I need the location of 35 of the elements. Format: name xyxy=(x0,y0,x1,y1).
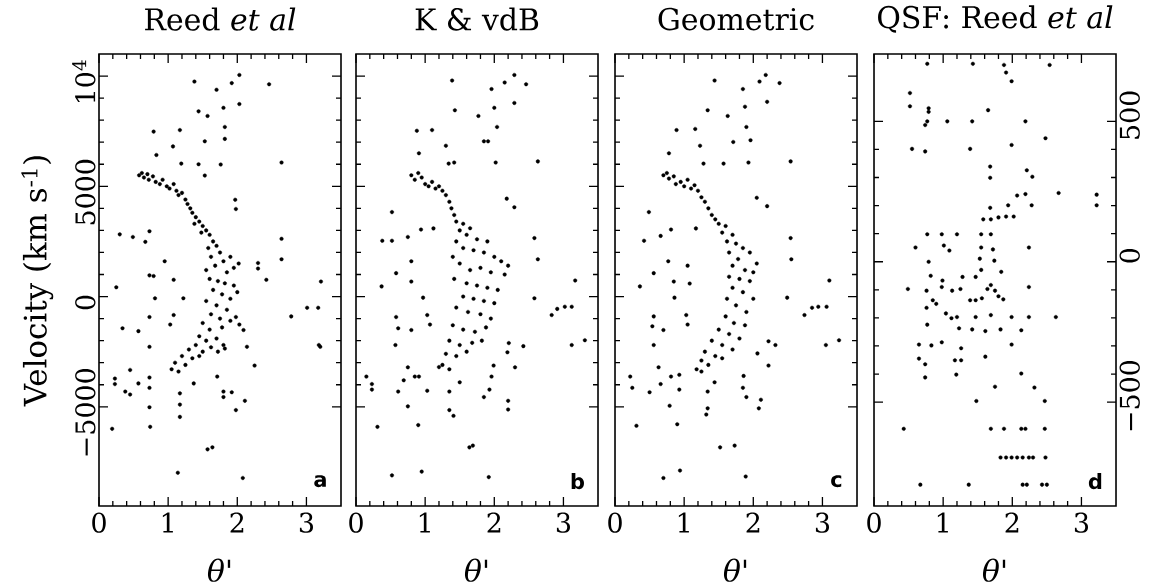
x-tick-label: 1 xyxy=(678,512,689,533)
y2-tick-label: −500 xyxy=(1119,360,1140,431)
x-tick-label: 3 xyxy=(556,512,570,533)
x-tick-label: 2 xyxy=(1005,512,1019,533)
x-tick-label: 2 xyxy=(230,512,244,533)
y2-tick-label: 0 xyxy=(1119,248,1140,263)
x-tick-label: 2 xyxy=(746,512,760,533)
x-tick-label: 1 xyxy=(162,512,173,533)
y-tick-label: 5000 xyxy=(75,159,96,225)
annotation: a xyxy=(314,475,326,488)
x-axis-title: θ' xyxy=(982,558,1006,582)
y2-tick-label: 500 xyxy=(1119,91,1140,139)
x-tick-label: 0 xyxy=(867,512,881,533)
x-tick-label: 3 xyxy=(815,512,830,533)
annotation: d xyxy=(1088,473,1102,490)
annotation: b xyxy=(571,473,584,490)
x-tick-label: 1 xyxy=(419,512,430,533)
y-axis-title: Velocity (km s$^{-1}$) xyxy=(21,156,54,407)
chart-title: Geometric xyxy=(658,7,814,31)
y-tick-label: 0 xyxy=(75,295,96,310)
x-axis-title: θ' xyxy=(723,558,747,582)
annotation: c xyxy=(831,475,842,488)
chart-title: K & vdB xyxy=(415,7,539,31)
chart-title: QSF: Reed et al xyxy=(878,5,1113,33)
x-tick-label: 3 xyxy=(1074,512,1089,533)
x-axis-title: θ' xyxy=(464,558,488,582)
x-axis-title: θ' xyxy=(207,558,231,582)
chart-title: Reed et al xyxy=(145,7,296,31)
x-tick-label: 3 xyxy=(299,512,313,533)
y-tick-label: 10$^{4}$ xyxy=(72,60,96,103)
x-tick-label: 0 xyxy=(608,512,622,533)
x-tick-label: 2 xyxy=(487,512,501,533)
x-tick-label: 0 xyxy=(349,512,363,533)
y-tick-label: −5000 xyxy=(75,369,96,456)
x-tick-label: 1 xyxy=(937,512,948,533)
